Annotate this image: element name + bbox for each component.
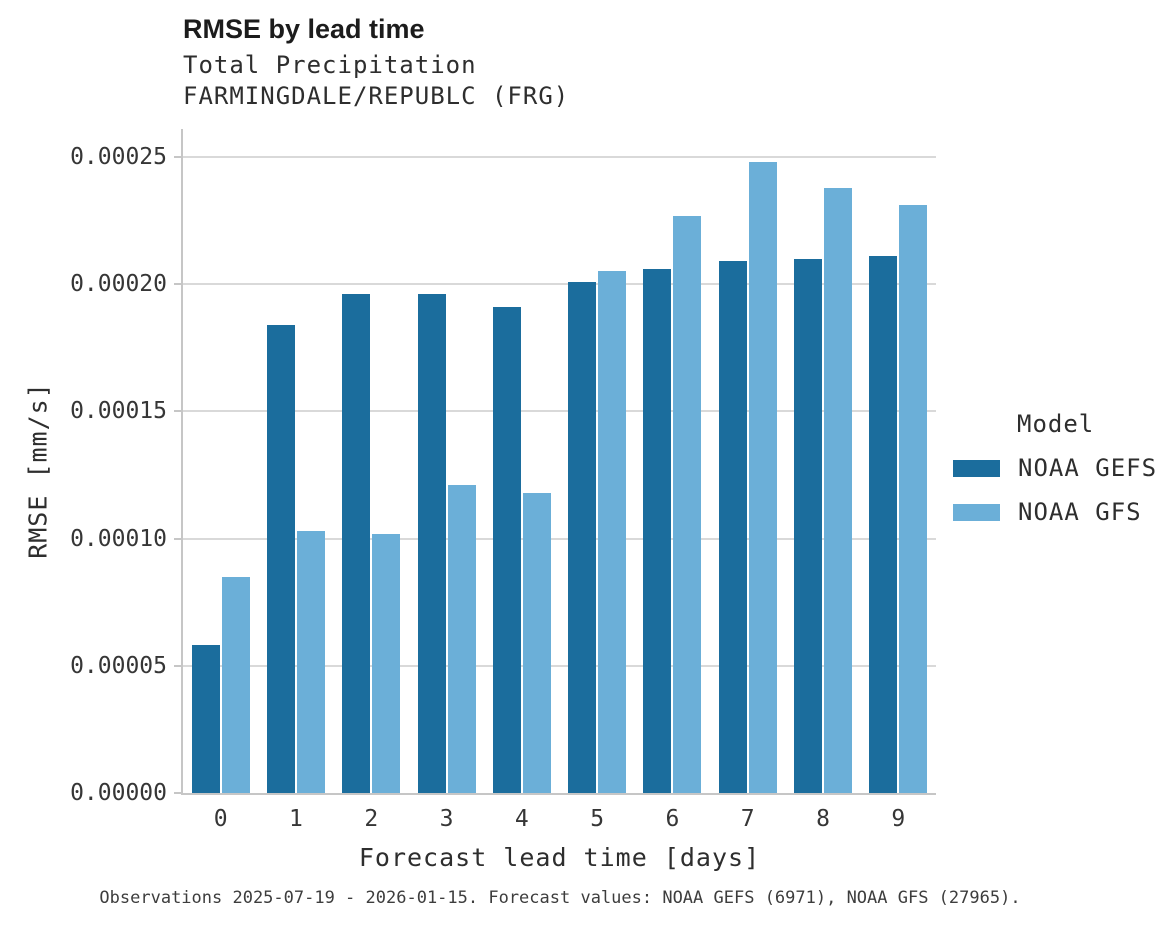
y-axis-spine — [181, 129, 183, 795]
y-tick-mark-0.00010 — [174, 537, 181, 540]
bar-group-day-6 — [635, 129, 710, 793]
chart-caption: Observations 2025-07-19 - 2026-01-15. Fo… — [99, 888, 1021, 908]
bar-group-day-7 — [710, 129, 785, 793]
x-axis-tick-labels: 0 1 2 3 4 5 6 7 8 9 — [183, 806, 936, 832]
x-axis-spine — [181, 793, 936, 795]
bar-group-day-4 — [484, 129, 559, 793]
bar-group-day-2 — [334, 129, 409, 793]
gridline-y-0.00010 — [183, 537, 936, 540]
plot-area — [174, 129, 936, 795]
bar-group-day-0 — [183, 129, 258, 793]
bar-noaa-gefs-day-1 — [266, 324, 295, 793]
legend-swatch-noaa-gefs — [953, 459, 1000, 477]
legend-item-noaa-gfs: NOAA GFS — [953, 498, 1157, 526]
bar-group-day-1 — [258, 129, 333, 793]
legend: Model NOAA GEFS NOAA GFS — [953, 410, 1157, 526]
legend-label-noaa-gfs: NOAA GFS — [1018, 498, 1142, 526]
y-tick-label-0.00005: 0.00005 — [70, 652, 167, 679]
bar-noaa-gefs-day-9 — [869, 256, 898, 793]
x-tick-label-1: 1 — [289, 806, 303, 832]
bar-noaa-gefs-day-6 — [643, 268, 672, 793]
bar-noaa-gfs-day-5 — [598, 271, 627, 793]
x-tick-label-5: 5 — [590, 806, 605, 832]
bar-group-day-3 — [409, 129, 484, 793]
y-tick-label-0.00025: 0.00025 — [70, 144, 167, 170]
bar-noaa-gfs-day-6 — [673, 215, 702, 793]
y-tick-label-0.00020: 0.00020 — [70, 271, 167, 298]
x-tick-label-9: 9 — [891, 806, 906, 832]
x-tick-label-7: 7 — [740, 806, 755, 832]
x-axis-title: Forecast lead time [days] — [358, 843, 761, 872]
y-tick-label-0.00015: 0.00015 — [70, 398, 167, 425]
legend-label-noaa-gefs: NOAA GEFS — [1018, 454, 1158, 482]
bar-noaa-gfs-day-0 — [221, 576, 250, 793]
bar-noaa-gfs-day-7 — [748, 162, 777, 793]
y-tick-mark-0.00005 — [174, 664, 181, 667]
bar-noaa-gfs-day-2 — [372, 533, 401, 793]
y-tick-mark-0.00015 — [174, 410, 181, 413]
bar-group-day-5 — [559, 129, 634, 793]
x-tick-label-2: 2 — [364, 806, 379, 832]
bar-noaa-gefs-day-7 — [718, 261, 747, 793]
gridline-y-0.00025 — [183, 156, 936, 158]
bar-groups — [183, 129, 936, 793]
gridline-y-0.00020 — [183, 283, 936, 286]
y-tick-mark-0.00020 — [174, 283, 181, 286]
bar-group-day-8 — [785, 129, 860, 793]
y-axis-title: RMSE [mm/s] — [23, 382, 53, 559]
x-tick-label-4: 4 — [514, 806, 529, 832]
bar-noaa-gefs-day-3 — [417, 294, 446, 793]
y-tick-label-0.00000: 0.00000 — [70, 780, 167, 806]
legend-swatch-noaa-gfs — [953, 503, 1000, 521]
bar-noaa-gfs-day-1 — [296, 530, 325, 793]
bar-noaa-gefs-day-4 — [492, 307, 521, 793]
chart-subtitle-station: FARMINGDALE/REPUBLC (FRG) — [183, 82, 570, 110]
chart-title: RMSE by lead time — [183, 14, 425, 44]
bar-group-day-9 — [861, 129, 936, 793]
x-tick-label-3: 3 — [439, 806, 454, 832]
bar-noaa-gefs-day-2 — [342, 294, 371, 793]
y-tick-label-0.00010: 0.00010 — [70, 525, 167, 552]
bar-noaa-gfs-day-4 — [522, 492, 551, 793]
legend-item-noaa-gefs: NOAA GEFS — [953, 454, 1157, 482]
bar-noaa-gefs-day-5 — [568, 281, 597, 793]
x-tick-label-0: 0 — [213, 806, 228, 832]
bar-noaa-gefs-day-0 — [191, 645, 220, 793]
gridline-y-0.00015 — [183, 410, 936, 413]
bar-noaa-gefs-day-8 — [794, 258, 823, 793]
legend-title: Model — [1017, 410, 1095, 438]
bar-noaa-gfs-day-8 — [824, 187, 853, 793]
x-tick-label-6: 6 — [665, 806, 680, 832]
y-tick-mark-0.00000 — [174, 792, 181, 794]
bar-noaa-gfs-day-3 — [447, 485, 476, 793]
bar-noaa-gfs-day-9 — [899, 205, 928, 793]
x-tick-label-8: 8 — [816, 806, 830, 832]
gridline-y-0.00005 — [183, 664, 936, 667]
y-tick-mark-0.00025 — [174, 156, 181, 158]
chart-subtitle-variable: Total Precipitation — [183, 51, 477, 79]
